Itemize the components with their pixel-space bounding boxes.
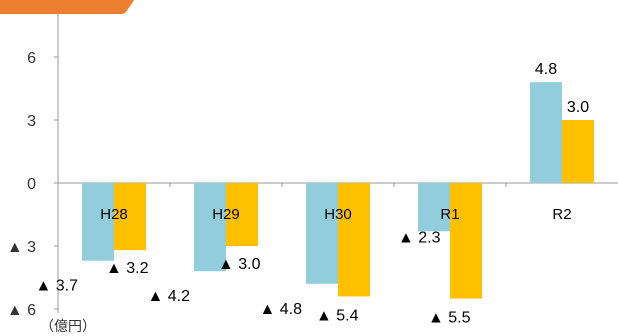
y-tick-label: 6 bbox=[27, 50, 36, 67]
data-label: ▲ 5.5 bbox=[428, 310, 471, 327]
bar-series-2-r2 bbox=[562, 120, 594, 183]
data-label: ▲ 2.3 bbox=[398, 229, 441, 246]
y-tick-label: ▲ 3 bbox=[7, 239, 36, 256]
bar-series-1-h28 bbox=[82, 183, 114, 261]
y-unit-label: （億円） bbox=[40, 318, 96, 334]
data-label: 3.0 bbox=[567, 99, 589, 116]
x-category-label: H28 bbox=[100, 206, 128, 223]
data-label: 4.8 bbox=[535, 61, 557, 78]
y-tick-label: ▲ 6 bbox=[7, 302, 36, 319]
bar-series-1-r2 bbox=[530, 82, 562, 183]
data-label: ▲ 3.2 bbox=[106, 260, 149, 277]
x-category-label: R2 bbox=[552, 206, 571, 223]
data-label: ▲ 5.4 bbox=[316, 307, 359, 324]
x-category-label: R1 bbox=[440, 206, 459, 223]
data-label: ▲ 4.8 bbox=[259, 301, 302, 318]
bar-series-2-r1 bbox=[450, 183, 482, 299]
bar-series-2-h30 bbox=[338, 183, 370, 297]
header-tab-accent bbox=[0, 0, 134, 14]
bar-series-1-r1 bbox=[418, 183, 450, 232]
bar-series-1-h30 bbox=[306, 183, 338, 284]
y-tick-label: 0 bbox=[27, 176, 36, 193]
data-label: ▲ 3.7 bbox=[35, 278, 78, 295]
bar-series-2-h29 bbox=[226, 183, 258, 246]
x-category-label: H30 bbox=[324, 206, 352, 223]
data-label: ▲ 4.2 bbox=[147, 288, 190, 305]
bar-series-1-h29 bbox=[194, 183, 226, 272]
data-label: ▲ 3.0 bbox=[218, 256, 261, 273]
x-category-label: H29 bbox=[212, 206, 240, 223]
bar-series-2-h28 bbox=[114, 183, 146, 251]
y-tick-label: 3 bbox=[27, 113, 36, 130]
